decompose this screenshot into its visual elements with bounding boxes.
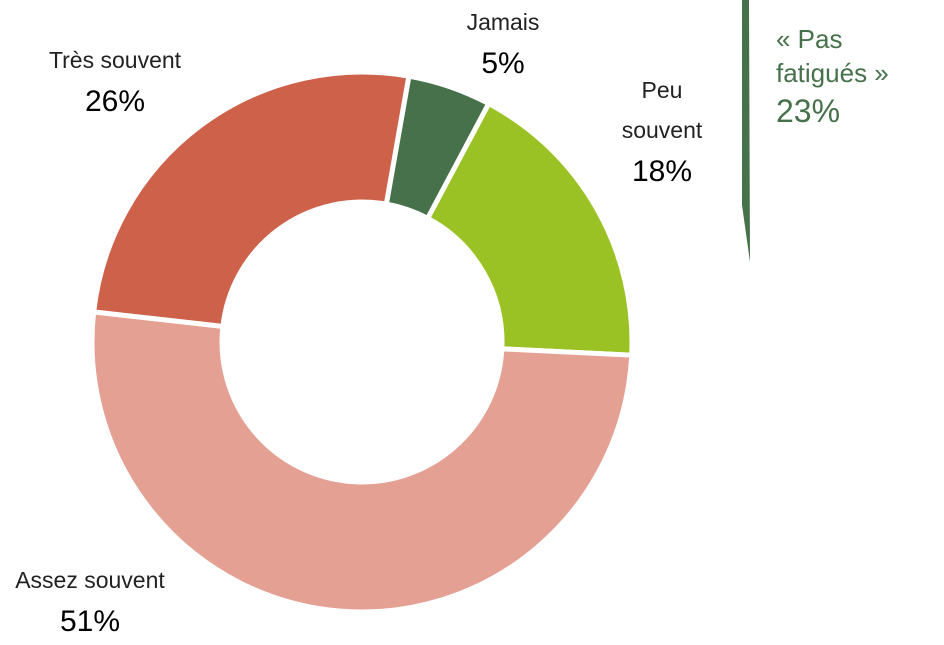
slice-label: Assez souvent 51% — [0, 560, 200, 644]
category-label: Jamais — [466, 9, 540, 35]
value-label: 26% — [84, 85, 146, 118]
value-label: 5% — [481, 47, 525, 80]
donut-slice — [424, 100, 635, 358]
category-label: Peu souvent — [621, 77, 703, 143]
slice-label: Peu souvent 18% — [617, 70, 707, 194]
slice-label: Jamais 5% — [443, 2, 563, 86]
slice-label: Très souvent 26% — [15, 40, 215, 124]
annotation-bar — [742, 0, 750, 262]
category-label: Très souvent — [48, 47, 182, 73]
category-label: Assez souvent — [15, 567, 165, 593]
donut-slice — [90, 69, 412, 330]
value-label: 18% — [631, 155, 693, 188]
annotation: « Pas fatigués » 23% — [776, 22, 936, 132]
donut-slice — [89, 309, 635, 615]
value-label: 51% — [59, 605, 121, 638]
annotation-text: « Pas fatigués » — [776, 24, 889, 88]
annotation-value: 23% — [776, 93, 841, 129]
